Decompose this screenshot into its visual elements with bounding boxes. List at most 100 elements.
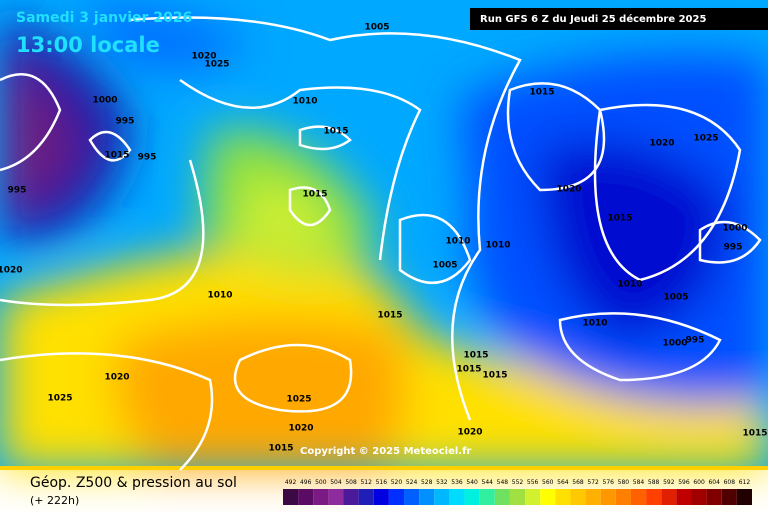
isobars xyxy=(0,16,762,471)
scale-label: 552 xyxy=(512,479,524,486)
scale-swatch xyxy=(646,489,662,505)
scale-label: 612 xyxy=(739,479,751,486)
isobar-label: 1020 xyxy=(104,373,129,383)
isobar-label: 1010 xyxy=(582,319,607,329)
isobar-label: 995 xyxy=(686,336,705,346)
scale-swatch xyxy=(540,489,556,505)
scale-swatch xyxy=(736,489,752,505)
scale-label: 520 xyxy=(391,479,403,486)
scale-label: 536 xyxy=(451,479,463,486)
scale-label: 500 xyxy=(315,479,327,486)
scale-label: 572 xyxy=(587,479,599,486)
copyright: Copyright © 2025 Meteociel.fr xyxy=(300,446,471,457)
isobar-label: 1015 xyxy=(323,127,348,137)
isobar-label: 1020 xyxy=(0,266,23,276)
isobar-label: 1010 xyxy=(485,241,510,251)
scale-swatch xyxy=(298,489,314,505)
run-banner xyxy=(470,8,768,30)
scale-label: 556 xyxy=(527,479,539,486)
scale-swatch xyxy=(509,489,526,505)
isobar-label: 995 xyxy=(8,186,27,196)
scale-label: 564 xyxy=(557,479,569,486)
scale-label: 560 xyxy=(542,479,554,486)
scale-label: 512 xyxy=(360,479,372,486)
scale-label: 508 xyxy=(345,479,357,486)
scale-label: 588 xyxy=(648,479,660,486)
scale-swatch xyxy=(630,489,647,505)
isobar-label: 1015 xyxy=(742,429,767,439)
scale-swatch xyxy=(313,489,329,505)
isobar-label: 1005 xyxy=(432,261,457,271)
scale-label: 592 xyxy=(663,479,675,486)
isobar-label: 1025 xyxy=(286,395,311,405)
scale-label: 600 xyxy=(693,479,705,486)
scale-swatch xyxy=(570,489,586,505)
local-time: 13:00 locale xyxy=(16,33,160,57)
isobar-label: 1000 xyxy=(92,96,117,106)
scale-swatch xyxy=(585,489,601,505)
scale-swatch xyxy=(615,489,631,505)
isobar-label: 1020 xyxy=(191,52,216,62)
scale-label: 584 xyxy=(633,479,645,486)
isobar-label: 995 xyxy=(138,153,157,163)
scale-label: 492 xyxy=(285,479,297,486)
legend-title: Géop. Z500 & pression au sol xyxy=(30,475,237,491)
scale-swatch xyxy=(661,489,677,505)
isobar-label: 995 xyxy=(724,243,743,253)
isobar-label: 1000 xyxy=(722,224,747,234)
scale-label: 528 xyxy=(421,479,433,486)
isobar-label: 1005 xyxy=(364,23,389,33)
scale-swatch xyxy=(494,489,510,505)
isobar-label: 1015 xyxy=(302,190,327,200)
scale-label: 580 xyxy=(618,479,630,486)
scale-swatch xyxy=(721,489,737,505)
scale-swatch xyxy=(434,489,450,505)
isobar-label: 1025 xyxy=(693,134,718,144)
scale-label: 496 xyxy=(300,479,312,486)
scale-swatch xyxy=(525,489,541,505)
isobar-label: 1025 xyxy=(47,394,72,404)
isobar-label: 1015 xyxy=(456,365,481,375)
scale-swatch xyxy=(328,489,344,505)
isobar-label: 1015 xyxy=(529,88,554,98)
scale-swatch xyxy=(464,489,480,505)
scale-swatch xyxy=(419,489,435,505)
isobar-label: 1015 xyxy=(377,311,402,321)
isobar-label: 1005 xyxy=(663,293,688,303)
isobar-label: 1000 xyxy=(662,339,687,349)
scale-swatch xyxy=(449,489,465,505)
scale-swatch xyxy=(555,489,571,505)
scale-label: 540 xyxy=(466,479,478,486)
scale-label: 532 xyxy=(436,479,448,486)
lead-time: (+ 222h) xyxy=(30,494,79,507)
isobar-label: 1015 xyxy=(268,444,293,454)
run-info: Run GFS 6 Z du Jeudi 25 décembre 2025 xyxy=(480,13,706,25)
isobar-label: 1015 xyxy=(607,214,632,224)
scale-swatch xyxy=(600,489,616,505)
scale-label: 516 xyxy=(376,479,388,486)
scale-label: 568 xyxy=(572,479,584,486)
scale-label: 596 xyxy=(678,479,690,486)
scale-label: 544 xyxy=(482,479,494,486)
scale-label: 548 xyxy=(497,479,509,486)
geopotential-field xyxy=(0,0,768,470)
isobar-label: 1010 xyxy=(617,280,642,290)
isobar-label: 1025 xyxy=(204,60,229,70)
scale-swatch xyxy=(358,489,374,505)
isobar-label: 1015 xyxy=(482,371,507,381)
isobar-label: 995 xyxy=(116,117,135,127)
scale-swatch xyxy=(388,489,405,505)
isobar-label: 1020 xyxy=(556,185,581,195)
isobar-label: 1020 xyxy=(649,139,674,149)
scale-label: 576 xyxy=(603,479,615,486)
isobar-label: 1010 xyxy=(207,291,232,301)
color-scale: 492 496 500 504 508 512 516 520 524 528 532 536 540 5… xyxy=(283,479,752,505)
isobar-label: 1020 xyxy=(457,428,482,438)
scale-swatch xyxy=(404,489,420,505)
scale-swatch xyxy=(373,489,389,505)
isobar-label: 1015 xyxy=(463,351,488,361)
scale-label: 504 xyxy=(330,479,342,486)
isobar-label: 1015 xyxy=(104,151,129,161)
